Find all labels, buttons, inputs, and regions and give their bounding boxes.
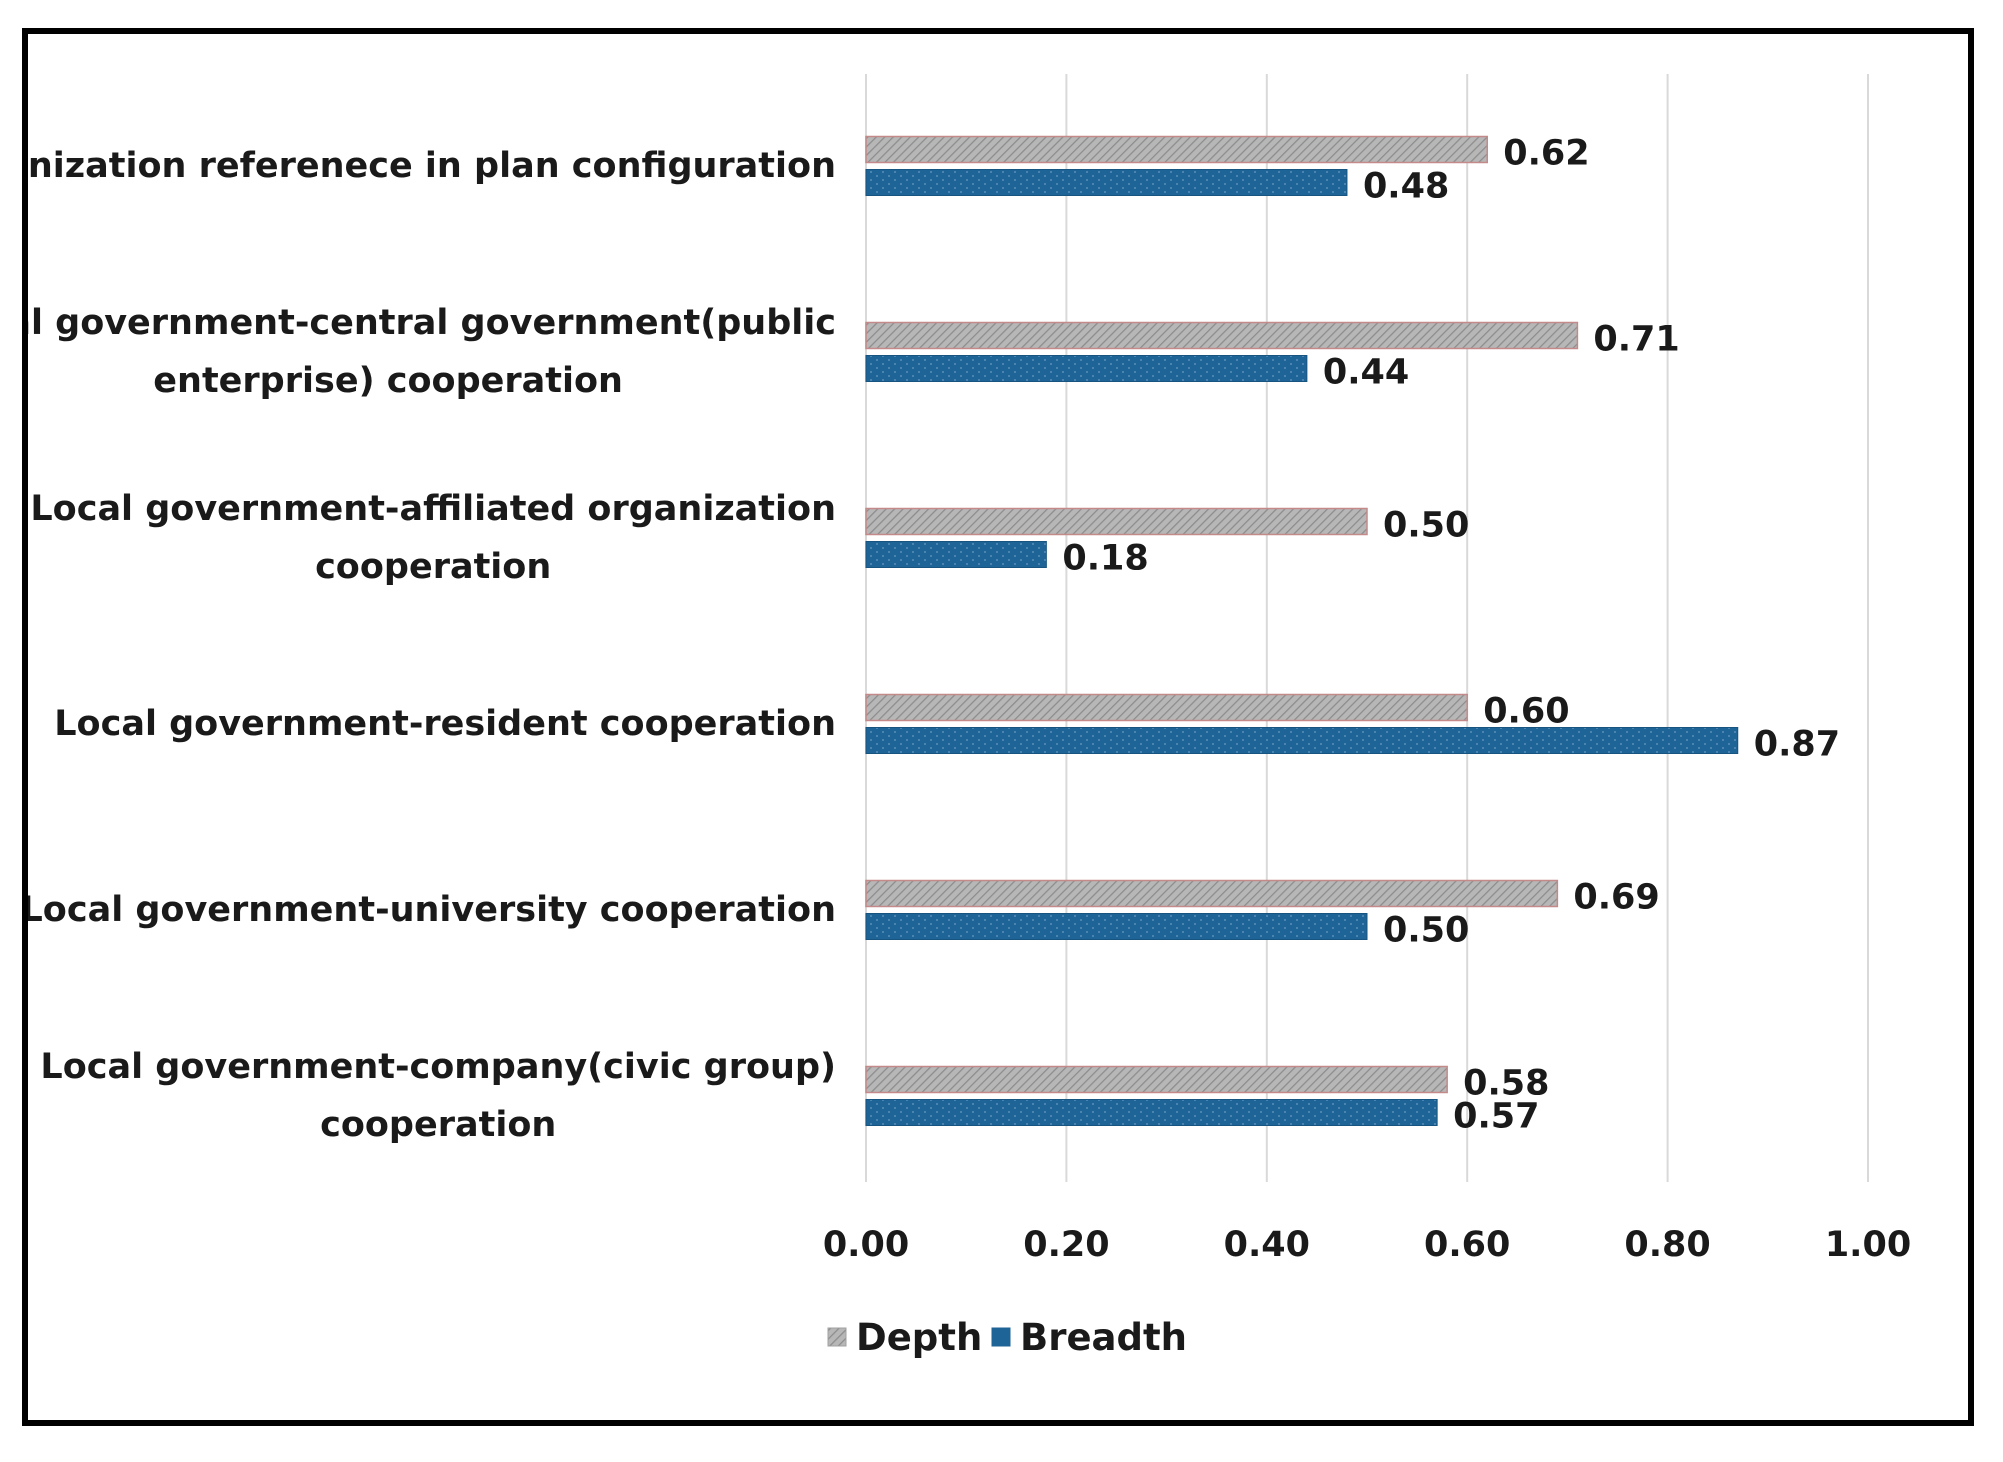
depth-legend-swatch [827, 1327, 847, 1347]
breadth-legend-swatch [991, 1327, 1011, 1347]
category-label: Local government-central government(publ… [28, 303, 836, 343]
breadth-bar [865, 913, 1368, 940]
chart-frame: Organization referenece in plan configur… [22, 28, 1974, 1426]
category-label: Local government-company(civic group) [40, 1047, 836, 1087]
breadth-bar [865, 355, 1308, 382]
category-label: Local government-affiliated organization [30, 489, 836, 529]
value-labels: 0.62 0.48 0.71 0.44 0.50 0.18 0.60 0.87 0.69 0.50… [1062, 134, 1840, 1137]
breadth-legend-label: Breadth [1020, 1316, 1187, 1359]
depth-value-label: 0.50 [1383, 506, 1469, 546]
breadth-bar [865, 169, 1348, 196]
x-tick-label: 0.60 [1424, 1225, 1510, 1265]
category-labels: Organization referenece in plan configur… [28, 146, 836, 1145]
bar-chart: Organization referenece in plan configur… [28, 74, 1911, 1359]
breadth-value-label: 0.44 [1323, 353, 1409, 393]
breadth-bar [865, 1099, 1438, 1126]
bars [865, 135, 1739, 1126]
depth-legend-label: Depth [856, 1316, 982, 1359]
breadth-value-label: 0.50 [1383, 911, 1469, 951]
depth-bar [865, 507, 1368, 536]
depth-value-label: 0.69 [1573, 878, 1659, 918]
x-axis-ticks: 0.00 0.20 0.40 0.60 0.80 1.00 [823, 1225, 1911, 1265]
x-tick-label: 1.00 [1825, 1225, 1911, 1265]
depth-bar [865, 135, 1488, 164]
legend: Depth Breadth [827, 1316, 1187, 1359]
category-label: Local government-university cooperation [28, 890, 836, 930]
breadth-value-label: 0.57 [1453, 1097, 1539, 1137]
depth-value-label: 0.62 [1503, 134, 1589, 174]
gridlines [865, 74, 1869, 1182]
x-tick-label: 0.40 [1224, 1225, 1310, 1265]
category-label: enterprise) cooperation [153, 361, 623, 401]
depth-value-label: 0.58 [1463, 1064, 1549, 1104]
category-label: Organization referenece in plan configur… [28, 146, 836, 186]
category-label: Local government-resident cooperation [54, 704, 836, 744]
breadth-bar [865, 541, 1047, 568]
x-tick-label: 0.20 [1023, 1225, 1109, 1265]
depth-bar [865, 879, 1559, 908]
depth-bar [865, 321, 1579, 350]
breadth-value-label: 0.87 [1754, 725, 1840, 765]
depth-bar [865, 1065, 1448, 1094]
breadth-bar [865, 727, 1739, 754]
depth-value-label: 0.60 [1483, 692, 1569, 732]
category-label: cooperation [315, 547, 551, 587]
depth-bar [865, 693, 1468, 722]
x-tick-label: 0.80 [1624, 1225, 1710, 1265]
breadth-value-label: 0.18 [1062, 539, 1148, 579]
x-tick-label: 0.00 [823, 1225, 909, 1265]
depth-value-label: 0.71 [1593, 320, 1679, 360]
breadth-value-label: 0.48 [1363, 167, 1449, 207]
category-label: cooperation [320, 1105, 556, 1145]
